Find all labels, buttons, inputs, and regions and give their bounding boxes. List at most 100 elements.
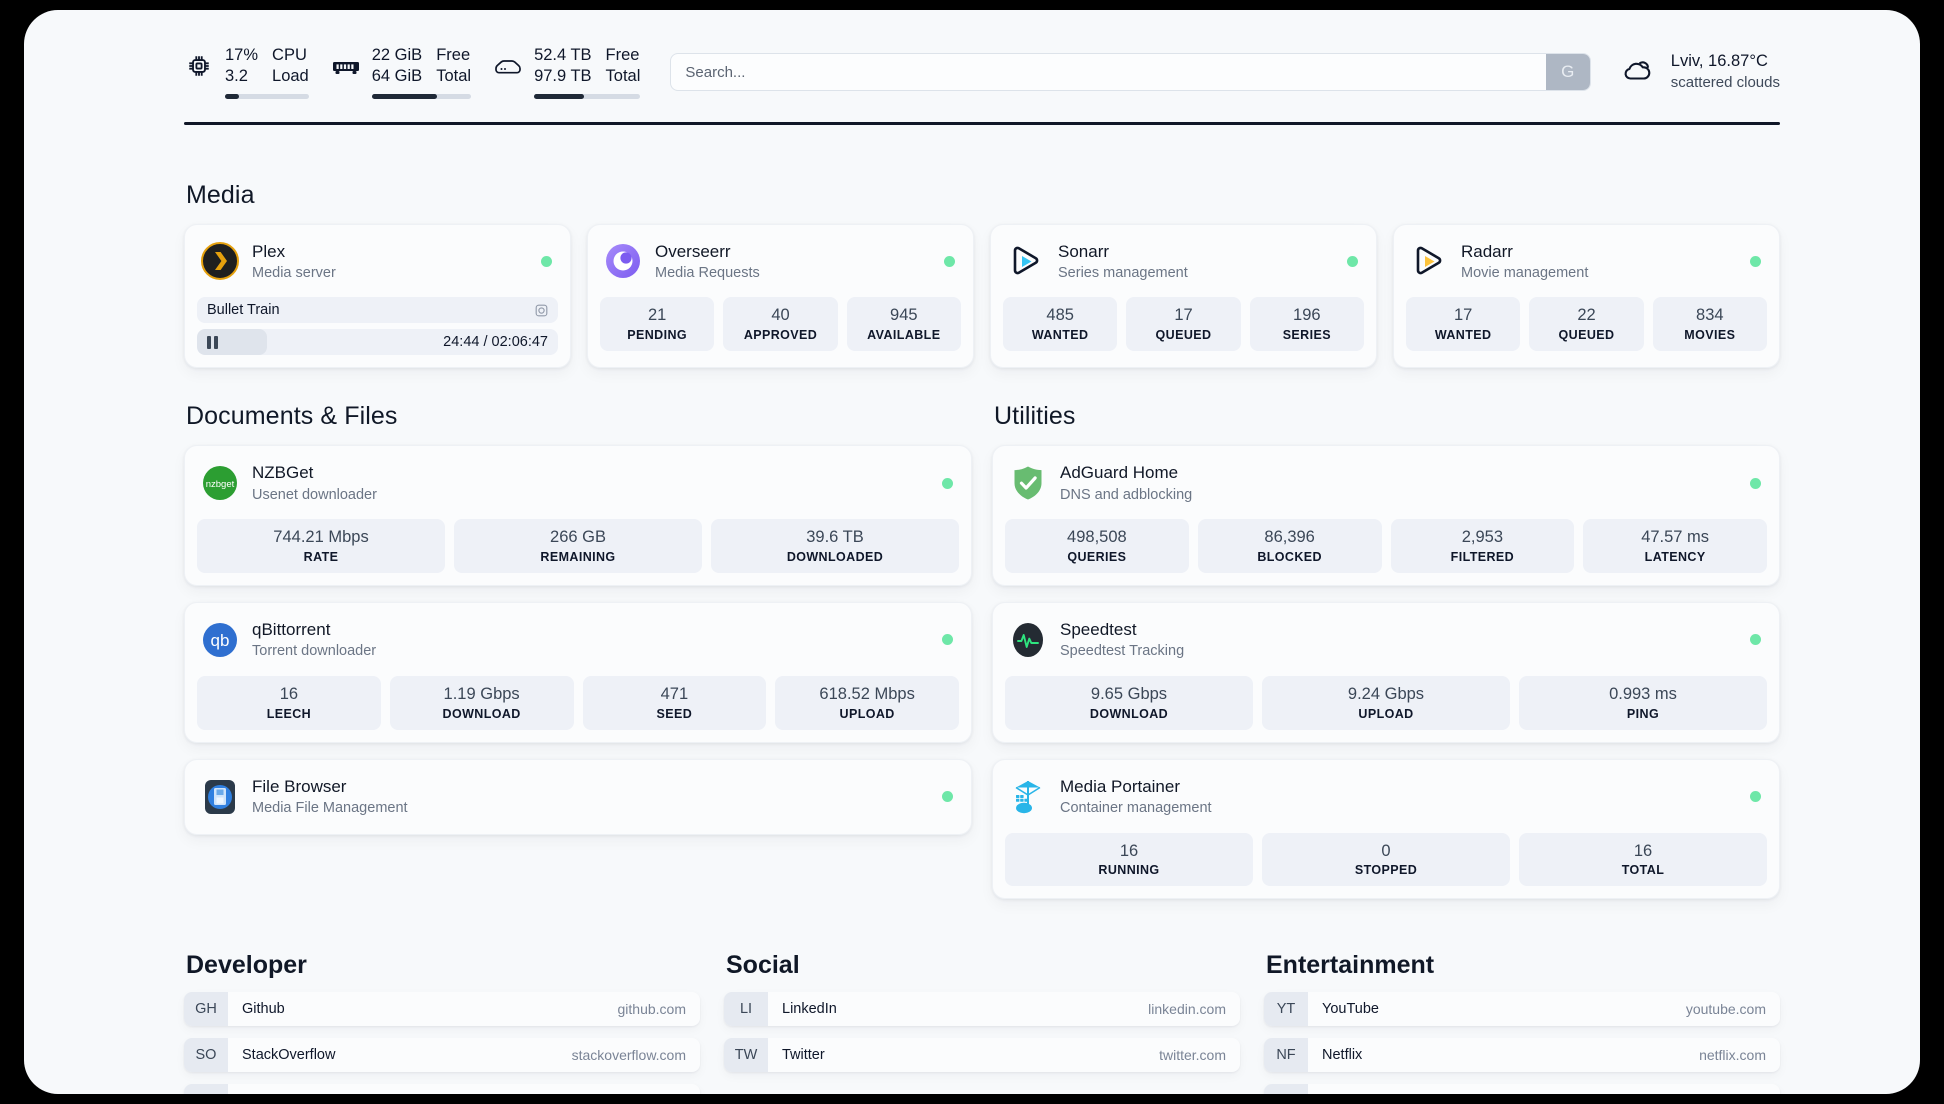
- bookmark-item[interactable]: YT YouTube youtube.com: [1264, 992, 1780, 1027]
- service-stat-value: 39.6 TB: [806, 528, 864, 547]
- weather-condition: scattered clouds: [1670, 73, 1780, 91]
- service-card[interactable]: qb qBittorrent Torrent downloader 16 LEECH 1.…: [184, 602, 972, 743]
- bookmark-url: linkedin.com: [1148, 1001, 1226, 1018]
- service-stat-value: 498,508: [1067, 528, 1127, 547]
- service-name: Speedtest: [1060, 620, 1137, 639]
- service-stat: 945 AVAILABLE: [846, 297, 961, 352]
- service-stat-label: LATENCY: [1644, 550, 1706, 564]
- service-stat: 0.993 ms PING: [1519, 675, 1767, 730]
- service-subtitle: Series management: [1058, 264, 1188, 281]
- service-stat: 1.19 Gbps DOWNLOAD: [389, 675, 574, 730]
- service-card-header: Media Portainer Container management: [1005, 772, 1767, 822]
- service-card[interactable]: Plex Media server Bullet Train 24:44 / 02:0…: [184, 223, 571, 369]
- bookmark-url: github.com: [617, 1001, 686, 1018]
- overseerr-icon: [604, 242, 642, 280]
- service-name: Sonarr: [1058, 241, 1110, 261]
- bookmark-name: Netflix: [1322, 1047, 1363, 1064]
- service-card[interactable]: Overseerr Media Requests 21 PENDING 40 APPROV…: [587, 223, 974, 369]
- service-stat: 744.21 Mbps RATE: [197, 519, 445, 573]
- bookmark-item[interactable]: DTDEV dev.to: [184, 1084, 700, 1094]
- service-stat: 196 SERIES: [1249, 297, 1364, 352]
- bookmark-item[interactable]: REReddit reddit.com: [1264, 1084, 1780, 1094]
- service-card[interactable]: nzbget NZBGet Usenet downloader 744.21 Mbps…: [184, 445, 972, 586]
- disk-label-top: Free: [605, 45, 640, 64]
- service-card[interactable]: Media Portainer Container management 16 RUN…: [992, 758, 1780, 900]
- service-card[interactable]: Speedtest Speedtest Tracking 9.65 Gbps DOWN…: [992, 602, 1780, 743]
- service-name: Plex: [252, 241, 286, 261]
- service-card[interactable]: AdGuard Home DNS and adblocking 498,508 QUE…: [992, 445, 1780, 586]
- documents-section: Documents & Files nzbget NZBGet Usenet dow…: [184, 402, 972, 899]
- now-playing-title-row: Bullet Train: [197, 297, 558, 324]
- bookmark-badge: RE: [1264, 1084, 1308, 1094]
- service-stat: 485 WANTED: [1003, 297, 1118, 352]
- service-subtitle: Container management: [1060, 799, 1212, 816]
- bookmark-group-title: Social: [726, 951, 800, 980]
- filebrowser-icon: [201, 778, 239, 816]
- now-playing-progress[interactable]: 24:44 / 02:06:47: [197, 329, 558, 356]
- service-name: NZBGet: [252, 463, 314, 483]
- service-stat: 21 PENDING: [600, 297, 715, 352]
- status-badge: [541, 255, 552, 267]
- service-card-names: Radarr Movie management: [1461, 241, 1588, 283]
- status-badge: [1750, 477, 1761, 489]
- nzbget-icon: nzbget: [201, 464, 239, 502]
- bookmark-group: Social LI LinkedIn linkedin.com TW Twitter twi…: [724, 951, 1240, 1094]
- service-stat-value: 618.52 Mbps: [819, 684, 915, 703]
- plex-icon: [201, 242, 239, 281]
- service-card-header: qb qBittorrent Torrent downloader: [197, 615, 959, 665]
- bookmark-name: Github: [242, 1001, 285, 1018]
- service-stat: 47.57 ms LATENCY: [1583, 519, 1767, 573]
- search-submit-button[interactable]: G: [1545, 54, 1590, 90]
- pause-icon[interactable]: [207, 335, 218, 349]
- status-badge: [1750, 634, 1761, 646]
- service-stat-label: PENDING: [627, 328, 688, 343]
- service-card-names: File Browser Media File Management: [252, 776, 408, 818]
- service-stat: 16 LEECH: [197, 675, 381, 730]
- service-card[interactable]: Radarr Movie management 17 WANTED 22 QUEUED 83…: [1393, 223, 1780, 369]
- service-stat: 9.65 Gbps DOWNLOAD: [1005, 675, 1253, 730]
- service-card-names: Plex Media server: [252, 241, 336, 283]
- service-card[interactable]: Sonarr Series management 485 WANTED 17 QUEUED…: [990, 223, 1377, 369]
- service-stat-value: 266 GB: [550, 528, 606, 547]
- service-stat-value: 47.57 ms: [1641, 528, 1710, 547]
- service-stat: 86,396 BLOCKED: [1197, 519, 1382, 573]
- service-stats-row: 744.21 Mbps RATE 266 GB REMAINING 39.6 TB DOW…: [197, 519, 959, 573]
- service-stat-value: 16: [1633, 841, 1653, 860]
- service-stat: 16 TOTAL: [1519, 832, 1767, 887]
- service-stat-label: QUEUED: [1558, 328, 1615, 343]
- search-input[interactable]: [671, 54, 1546, 90]
- service-stats-row: 16 LEECH 1.19 Gbps DOWNLOAD 471 SEED 618.52 Mb…: [197, 675, 959, 730]
- bookmark-item[interactable]: TW Twitter twitter.com: [724, 1038, 1240, 1073]
- bookmark-item[interactable]: GH Github github.com: [184, 992, 700, 1027]
- service-stat: 834 MOVIES: [1652, 297, 1767, 352]
- cloud-icon: [1619, 56, 1657, 89]
- service-stat-label: LEECH: [266, 706, 312, 721]
- header-bar: 17% 3.2 CPU Load: [184, 36, 1780, 108]
- bookmark-badge: YT: [1264, 992, 1308, 1027]
- service-subtitle: Media server: [252, 264, 336, 281]
- service-stat: 17 WANTED: [1406, 297, 1521, 352]
- bookmark-item[interactable]: NF Netflix netflix.com: [1264, 1038, 1780, 1073]
- service-stat-label: DOWNLOAD: [1089, 706, 1169, 721]
- service-stat-label: QUERIES: [1067, 550, 1127, 564]
- service-stats-row: 17 WANTED 22 QUEUED 834 MOVIES: [1406, 297, 1767, 352]
- service-card[interactable]: File Browser Media File Management: [184, 758, 972, 835]
- service-stat-value: 2,953: [1461, 528, 1504, 547]
- bookmark-badge: TW: [724, 1038, 768, 1073]
- service-stat: 40 APPROVED: [723, 297, 838, 352]
- search-bar[interactable]: G: [670, 53, 1591, 91]
- service-stat-label: RATE: [303, 550, 339, 564]
- service-stat: 498,508 QUERIES: [1005, 519, 1189, 573]
- service-card-header: Overseerr Media Requests: [600, 237, 961, 287]
- bookmark-url: youtube.com: [1685, 1001, 1766, 1018]
- cast-icon[interactable]: [534, 303, 549, 318]
- cpu-usage-value: 17%: [225, 45, 259, 64]
- bookmark-item[interactable]: LI LinkedIn linkedin.com: [724, 992, 1240, 1027]
- radarr-icon: [1410, 242, 1448, 280]
- service-stats-row: 21 PENDING 40 APPROVED 945 AVAILABLE: [600, 297, 961, 352]
- bookmark-url: twitter.com: [1159, 1047, 1226, 1064]
- disk-icon: [493, 49, 523, 83]
- bookmark-item[interactable]: SO StackOverflow stackoverflow.com: [184, 1038, 700, 1073]
- cpu-label-bottom: Load: [272, 67, 309, 85]
- service-stat-label: SEED: [656, 706, 693, 721]
